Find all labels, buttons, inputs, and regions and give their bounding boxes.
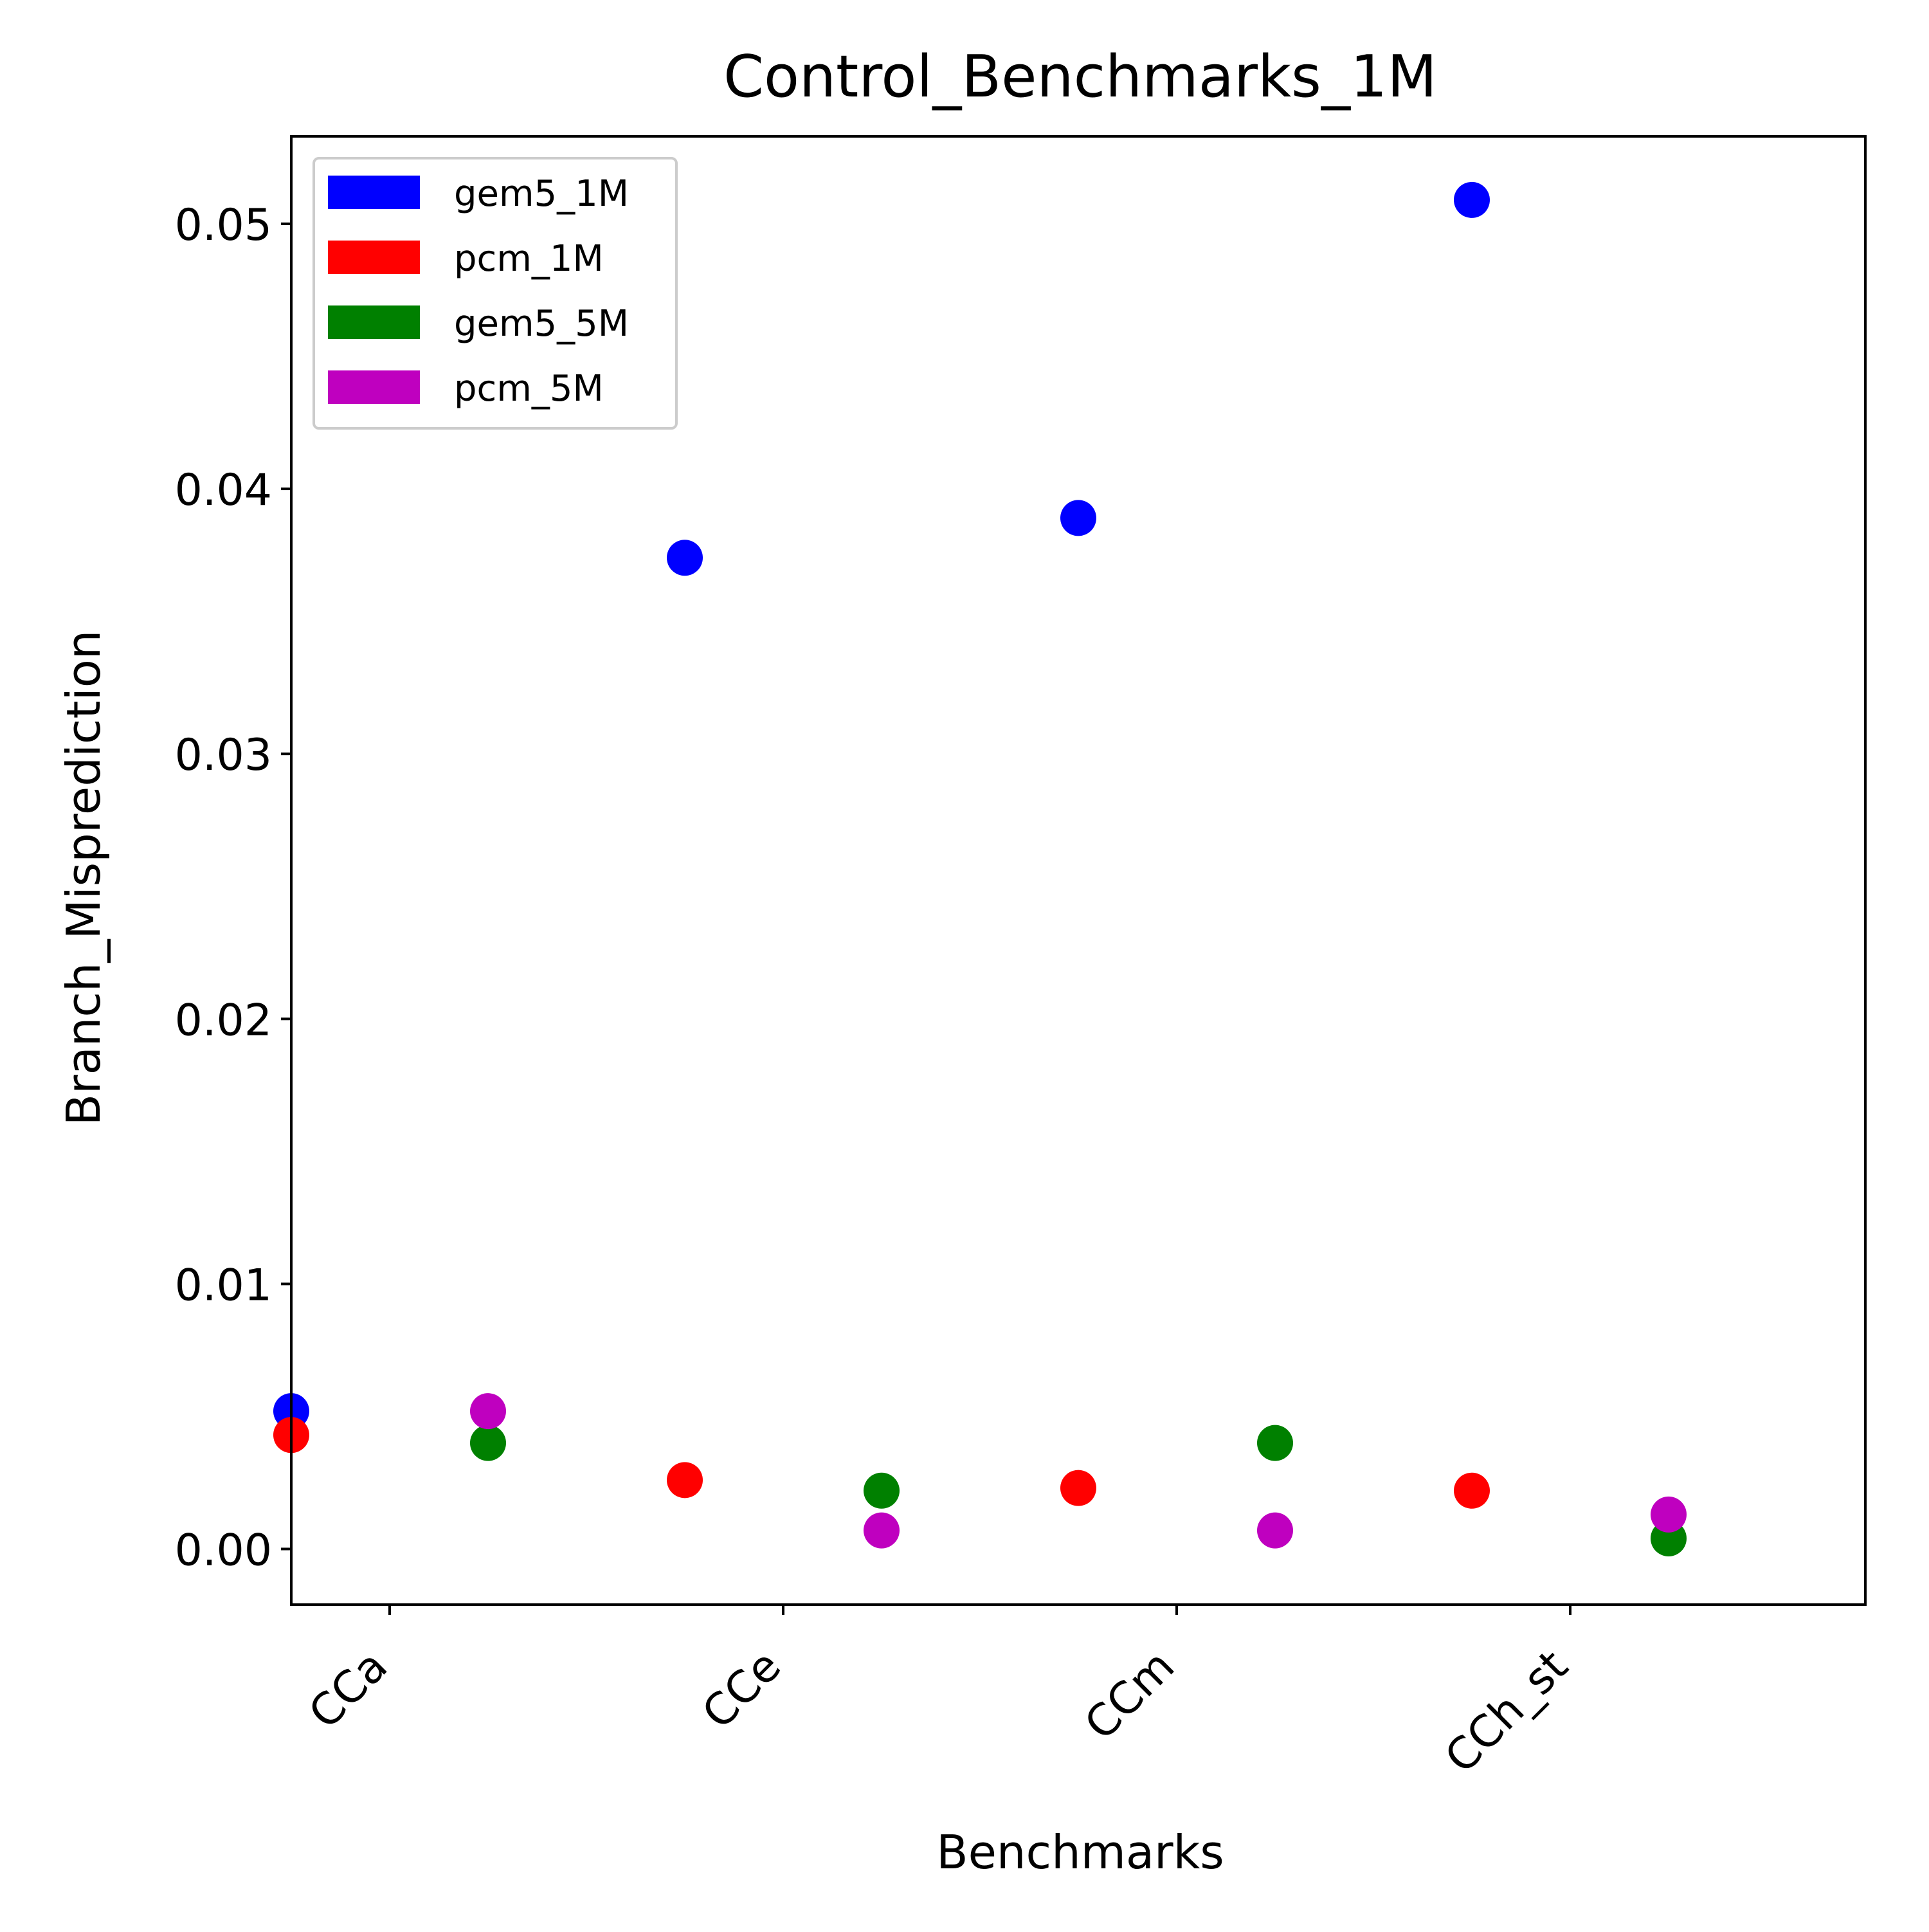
data-point-gem5_5M bbox=[1257, 1425, 1293, 1461]
y-tick-label: 0.05 bbox=[175, 200, 272, 251]
data-point-pcm_1M bbox=[667, 1462, 703, 1499]
y-tick-label: 0.00 bbox=[175, 1525, 272, 1576]
data-point-pcm_5M bbox=[864, 1512, 900, 1549]
data-point-pcm_5M bbox=[1257, 1512, 1293, 1549]
data-point-pcm_5M bbox=[470, 1393, 506, 1430]
legend-label: gem5_1M bbox=[454, 173, 629, 215]
legend-box bbox=[312, 157, 678, 430]
legend-label: gem5_5M bbox=[454, 303, 629, 345]
data-point-gem5_5M bbox=[470, 1425, 506, 1461]
data-point-pcm_5M bbox=[1651, 1496, 1687, 1533]
y-tick-label: 0.04 bbox=[175, 465, 272, 516]
data-point-gem5_1M bbox=[1060, 500, 1096, 536]
data-point-pcm_1M bbox=[1060, 1470, 1096, 1506]
legend-swatch bbox=[328, 370, 420, 404]
legend-label: pcm_5M bbox=[454, 368, 604, 410]
legend-swatch bbox=[328, 305, 420, 339]
data-point-gem5_1M bbox=[1454, 181, 1490, 218]
legend-swatch bbox=[328, 241, 420, 274]
x-axis-label: Benchmarks bbox=[936, 1825, 1224, 1879]
legend-label: pcm_1M bbox=[454, 238, 604, 280]
legend-swatch bbox=[328, 176, 420, 209]
data-point-gem5_1M bbox=[667, 540, 703, 576]
y-axis-label: Branch_Misprediction bbox=[57, 630, 111, 1126]
y-tick-label: 0.02 bbox=[175, 995, 272, 1046]
y-axis-ticks: 0.00 0.01 0.02 0.03 0.04 0.05 bbox=[175, 200, 291, 1576]
y-tick-label: 0.03 bbox=[175, 730, 272, 781]
data-point-gem5_5M bbox=[864, 1472, 900, 1509]
plot-frame bbox=[290, 135, 1867, 1606]
data-point-pcm_1M bbox=[1454, 1472, 1490, 1509]
legend: gem5_1M pcm_1M gem5_5M pcm_5M bbox=[312, 157, 678, 430]
chart-title: Control_Benchmarks_1M bbox=[723, 43, 1437, 111]
y-tick-label: 0.01 bbox=[175, 1260, 272, 1311]
